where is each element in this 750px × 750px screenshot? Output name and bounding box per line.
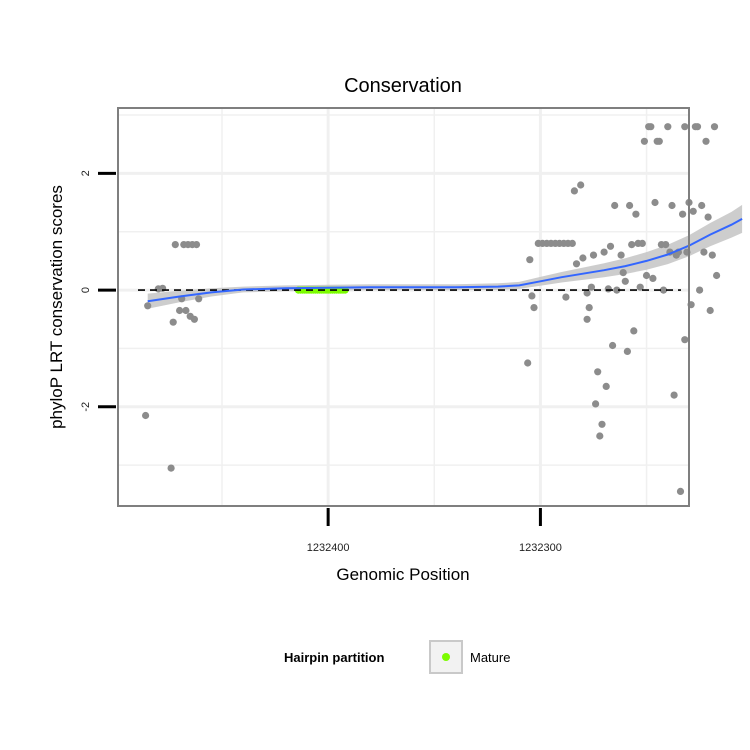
data-point-80 <box>679 210 687 218</box>
data-point-34 <box>579 254 587 262</box>
data-point-48 <box>609 341 617 350</box>
data-point-10 <box>182 306 190 315</box>
data-point-36 <box>583 315 591 323</box>
data-point-94 <box>706 306 714 315</box>
data-points <box>142 123 721 495</box>
data-point-4 <box>167 464 175 472</box>
data-point-52 <box>619 269 627 277</box>
data-point-63 <box>642 271 651 280</box>
data-point-33 <box>577 181 585 189</box>
data-point-5 <box>169 318 177 326</box>
data-point-49 <box>611 201 619 210</box>
x-axis: 1232400 1232300 <box>307 508 562 554</box>
data-point-39 <box>589 251 598 259</box>
data-point-50 <box>613 286 621 294</box>
data-point-88 <box>693 123 702 131</box>
data-point-7 <box>176 306 184 315</box>
data-point-54 <box>623 347 632 355</box>
data-point-31 <box>570 187 579 195</box>
data-point-44 <box>600 248 608 256</box>
x-tick-label: 1232300 <box>519 542 562 554</box>
data-point-46 <box>604 285 612 293</box>
plot-panel <box>117 107 743 507</box>
panel-border <box>117 107 690 507</box>
chart-title: Conservation <box>344 75 462 97</box>
data-point-20 <box>530 304 538 312</box>
data-point-86 <box>689 207 697 215</box>
data-point-71 <box>659 286 668 294</box>
y-axis-title: phyloP LRT conservation scores <box>47 185 66 429</box>
data-point-79 <box>676 487 685 495</box>
data-point-81 <box>681 123 689 131</box>
data-point-17 <box>524 359 532 367</box>
data-point-0 <box>142 411 150 420</box>
data-point-65 <box>647 123 655 131</box>
data-point-97 <box>713 271 721 280</box>
data-point-18 <box>526 256 534 264</box>
data-point-15 <box>192 241 201 249</box>
data-point-1 <box>144 302 152 310</box>
data-point-58 <box>632 210 640 218</box>
data-point-56 <box>628 241 636 249</box>
data-point-91 <box>700 248 708 256</box>
data-point-42 <box>596 432 604 440</box>
data-point-60 <box>636 283 644 291</box>
y-tick-label: 2 <box>80 170 92 176</box>
data-point-19 <box>528 292 536 300</box>
data-point-92 <box>702 137 710 145</box>
data-point-67 <box>651 198 659 207</box>
data-point-14 <box>190 315 198 323</box>
smooth-curve-line <box>147 218 743 303</box>
y-tick-label: -2 <box>80 402 92 412</box>
data-point-95 <box>708 251 716 259</box>
data-point-72 <box>662 241 670 249</box>
data-point-30 <box>568 239 576 247</box>
legend-key-mature-dot <box>442 653 450 661</box>
data-point-69 <box>655 137 663 145</box>
x-tick-label: 1232400 <box>307 542 350 554</box>
data-point-45 <box>602 382 610 390</box>
data-point-82 <box>681 336 689 344</box>
data-point-40 <box>592 400 600 408</box>
data-point-43 <box>598 420 606 428</box>
data-point-51 <box>617 251 625 259</box>
x-axis-title: Genomic Position <box>336 565 469 584</box>
legend-title: Hairpin partition <box>284 650 384 665</box>
smooth-curve <box>147 218 743 303</box>
panel-background <box>118 108 689 506</box>
data-point-32 <box>572 260 581 268</box>
data-point-41 <box>594 368 602 376</box>
data-point-96 <box>710 123 719 131</box>
legend: Hairpin partition Mature <box>284 640 510 674</box>
data-point-53 <box>621 277 629 285</box>
data-point-90 <box>698 201 706 210</box>
y-axis: -2 0 2 <box>80 170 116 412</box>
data-point-6 <box>171 241 179 249</box>
legend-label-mature: Mature <box>470 650 510 665</box>
data-point-89 <box>696 286 704 294</box>
data-point-28 <box>562 293 570 301</box>
data-point-62 <box>640 137 649 145</box>
data-point-76 <box>670 391 678 399</box>
data-point-66 <box>649 274 657 282</box>
y-tick-label: 0 <box>80 287 92 293</box>
data-point-47 <box>606 242 615 250</box>
data-point-73 <box>664 123 672 131</box>
data-point-93 <box>704 213 712 221</box>
data-point-75 <box>668 201 676 210</box>
data-point-61 <box>638 239 646 247</box>
data-point-37 <box>585 304 593 312</box>
data-point-35 <box>583 289 591 297</box>
data-point-16 <box>195 295 203 303</box>
data-point-55 <box>626 201 634 210</box>
data-point-38 <box>587 283 596 291</box>
data-point-57 <box>630 327 638 335</box>
